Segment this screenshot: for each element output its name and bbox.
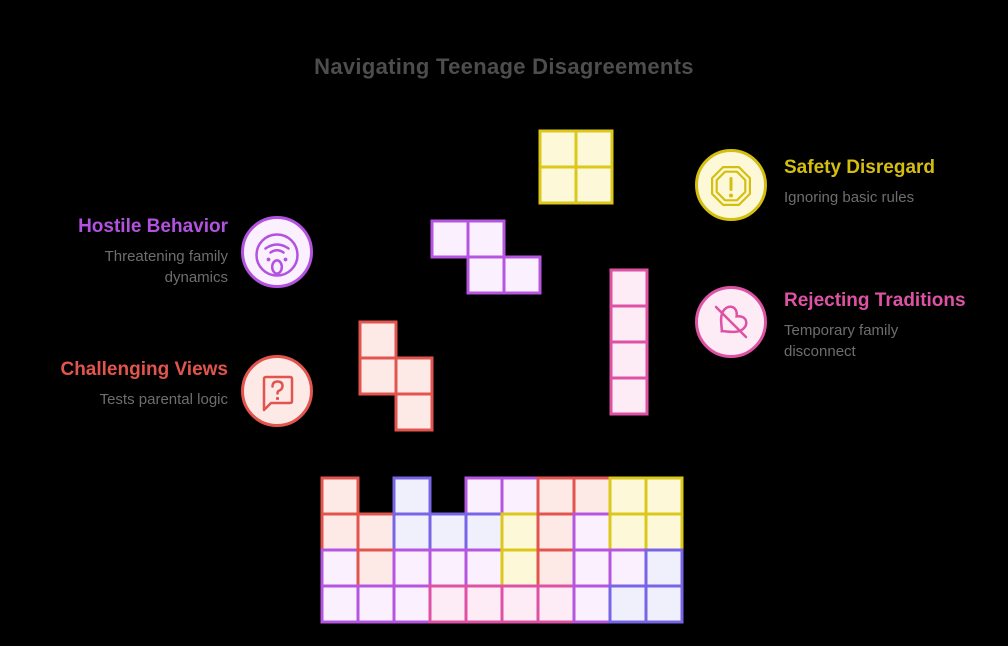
o-piece-cell [574,129,614,169]
diagram-title: Navigating Teenage Disagreements [314,54,694,79]
question-bubble-icon [241,355,313,427]
heart-off-icon [695,286,767,358]
grid-cell [428,584,468,624]
grid-cell [500,548,540,588]
item-label: Safety Disregard [784,157,936,178]
grid-cell [644,548,684,588]
item-rejecting-traditions: Rejecting Traditions Temporary family di… [784,289,966,362]
grid-cell [500,584,540,624]
grid-cell [356,548,396,588]
item-label: Hostile Behavior [78,216,228,237]
z-piece-cell [502,255,542,295]
grid-cell [572,548,612,588]
grid-cell [572,512,612,552]
grid-cell [428,548,468,588]
i-piece-cell [609,376,649,416]
grid-cell [356,512,396,552]
grid-cell [536,584,576,624]
grid-cell [428,512,468,552]
item-safety-disregard: Safety Disregard Ignoring basic rules [784,156,935,208]
item-description: Tests parental logic [99,391,228,408]
i-piece-cell [609,268,649,308]
item-label: Rejecting Traditions [784,290,966,311]
grid-cell [392,476,432,516]
grid-cell [392,548,432,588]
s-piece-cell [394,392,434,432]
item-label: Challenging Views [60,359,228,380]
z-piece-cell [466,255,506,295]
grid-cell [644,584,684,624]
grid-cell [572,584,612,624]
grid-cell [464,548,504,588]
item-challenging-views: Challenging Views Tests parental logic [60,358,228,410]
grid-cell [464,476,504,516]
grid-cell [644,476,684,516]
item-description: Temporary family disconnect [784,322,899,360]
grid-cell [464,584,504,624]
o-piece-cell [538,129,578,169]
o-piece-cell [538,165,578,205]
s-piece-cell [394,356,434,396]
grid-cell [356,584,396,624]
grid-cell [536,548,576,588]
item-description: Ignoring basic rules [784,189,915,206]
grid-cell [500,512,540,552]
grid-cell [536,476,576,516]
grid-cell [608,548,648,588]
grid-cell [320,548,360,588]
s-piece-cell [358,356,398,396]
grid-cell [320,512,360,552]
z-piece-cell [466,219,506,259]
i-piece-cell [609,304,649,344]
grid-cell [500,476,540,516]
grid-cell [392,512,432,552]
item-hostile-behavior: Hostile Behavior Threatening family dyna… [48,215,228,288]
z-piece-cell [430,219,470,259]
warning-octagon-icon [695,149,767,221]
grid-cell [320,476,360,516]
grid-cell [464,512,504,552]
grid-cell [608,476,648,516]
grid-cell [320,584,360,624]
grid-cell [608,584,648,624]
grid-cell [644,512,684,552]
grid-cell [392,584,432,624]
s-piece-cell [358,320,398,360]
grid-cell [536,512,576,552]
i-piece-cell [609,340,649,380]
shocked-face-icon [241,216,313,288]
o-piece-cell [574,165,614,205]
grid-cell [608,512,648,552]
grid-cell [572,476,612,516]
item-description: Threatening family dynamics [104,248,228,286]
